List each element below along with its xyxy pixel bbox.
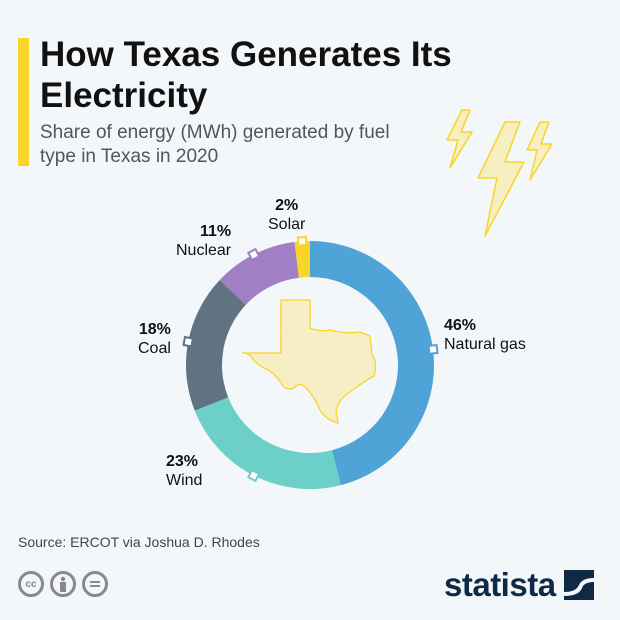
label-coal: 18% Coal xyxy=(138,321,171,357)
chart-subtitle: Share of energy (MWh) generated by fuel … xyxy=(40,122,390,167)
lightning-icon xyxy=(446,109,553,237)
slice-nuclear xyxy=(219,241,299,305)
label-nuclear: 11% Nuclear xyxy=(176,223,232,259)
label-solar: 2% Solar xyxy=(268,197,306,233)
slice-marker xyxy=(246,247,261,262)
label-natural-gas: 46% Natural gas xyxy=(444,317,526,353)
slice-coal xyxy=(186,280,246,411)
license-icons: cc xyxy=(18,571,108,597)
statista-logo-icon xyxy=(563,570,594,600)
slice-wind xyxy=(194,397,341,489)
texas-map xyxy=(241,299,377,424)
slice-natural-gas xyxy=(310,241,434,486)
accent-bar xyxy=(18,38,29,166)
slice-marker xyxy=(427,343,439,356)
slice-marker xyxy=(182,335,195,348)
label-wind: 23% Wind xyxy=(166,453,203,489)
nd-icon[interactable] xyxy=(82,571,108,597)
slice-marker xyxy=(296,235,308,247)
source-note: Source: ERCOT via Joshua D. Rhodes xyxy=(18,534,260,550)
chart-title: How Texas Generates Its Electricity xyxy=(40,35,452,115)
slice-solar xyxy=(294,241,310,278)
by-icon[interactable] xyxy=(50,571,76,597)
slice-marker xyxy=(246,468,261,483)
cc-icon[interactable]: cc xyxy=(18,571,44,597)
statista-logo[interactable]: statista xyxy=(444,566,594,604)
